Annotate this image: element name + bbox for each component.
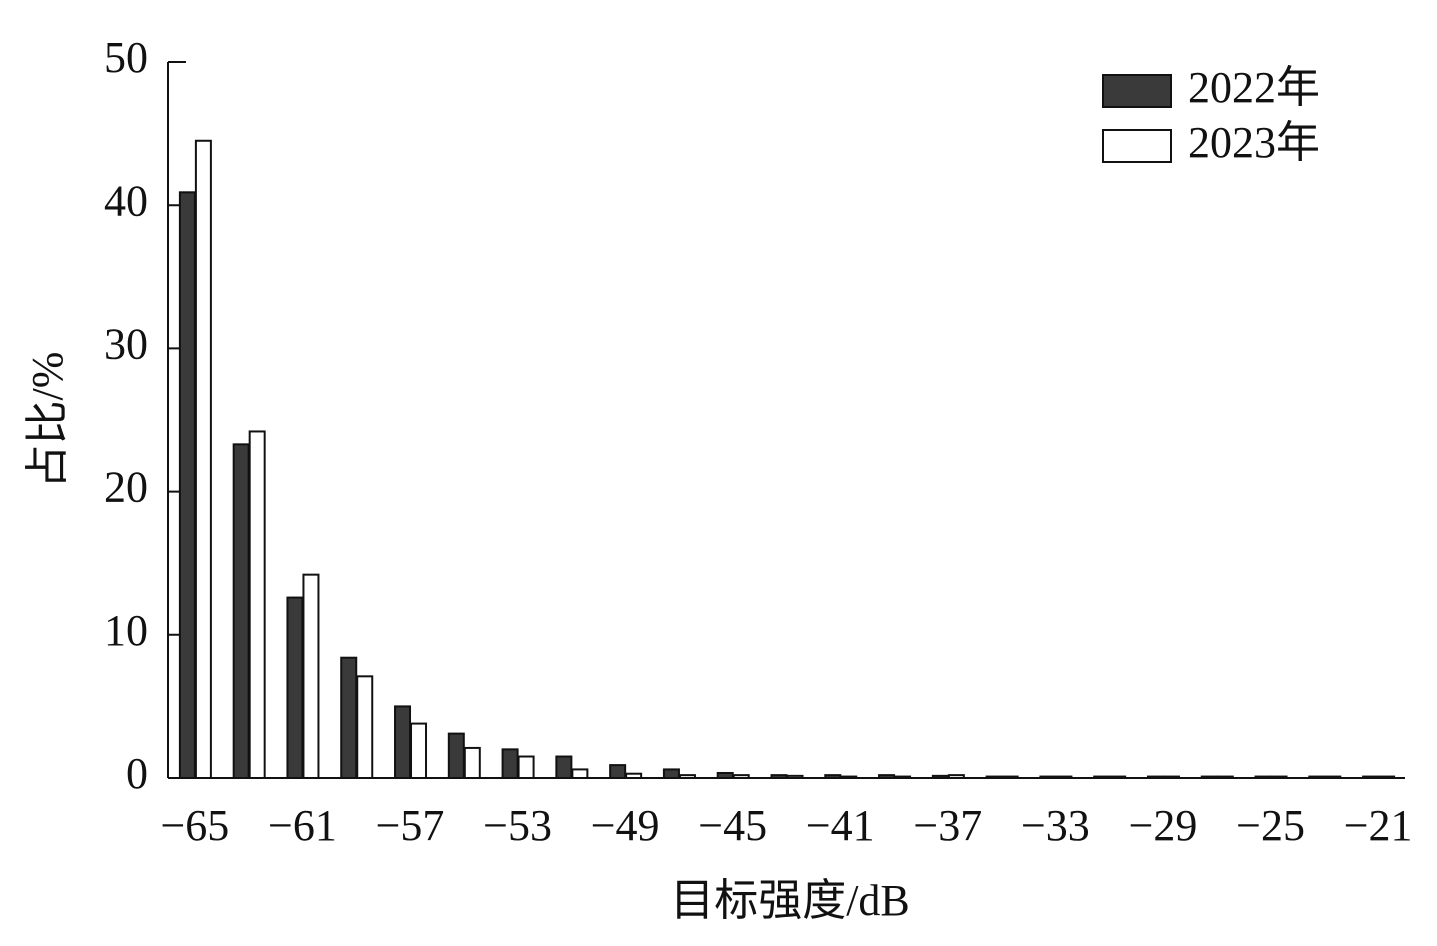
y-tick-label: 10 (104, 606, 148, 655)
bar (1362, 775, 1380, 779)
bar (931, 774, 949, 779)
bar (501, 748, 519, 779)
bar (1270, 775, 1288, 779)
y-tick-label: 40 (104, 176, 148, 225)
bar (662, 768, 680, 780)
bar (1001, 775, 1019, 779)
x-tick-label: −57 (376, 801, 445, 850)
bar (340, 656, 358, 779)
bar (1039, 775, 1057, 779)
bar (1216, 775, 1234, 779)
bar (286, 596, 304, 779)
bar (248, 430, 266, 779)
legend-swatch (1102, 129, 1172, 163)
bar (878, 774, 896, 779)
bar (678, 774, 696, 779)
x-tick-label: −33 (1021, 801, 1090, 850)
bar (824, 774, 842, 779)
bar (947, 774, 965, 779)
x-tick-label: −65 (160, 801, 229, 850)
x-tick-label: −61 (268, 801, 337, 850)
bar (732, 774, 750, 779)
bar (1146, 775, 1164, 779)
x-tick-label: −49 (591, 801, 660, 850)
bar (625, 772, 643, 779)
y-axis-label: 占比/% (23, 352, 72, 489)
bar (770, 774, 788, 779)
bar (1093, 775, 1111, 779)
bar (571, 768, 589, 780)
bar (178, 191, 196, 779)
bar (1324, 775, 1342, 779)
x-axis-label: 目标强度/dB (670, 876, 910, 925)
bar (232, 443, 250, 779)
bar (1378, 775, 1396, 779)
bar (410, 722, 428, 779)
bar (463, 746, 481, 779)
bar (716, 771, 734, 779)
bar (840, 775, 858, 779)
legend-label: 2023年 (1188, 118, 1320, 167)
x-tick-label: −21 (1344, 801, 1413, 850)
bar (1254, 775, 1272, 779)
bar (555, 755, 573, 780)
bar (1200, 775, 1218, 779)
y-tick-label: 20 (104, 463, 148, 512)
legend-swatch (1102, 74, 1172, 108)
bar (447, 732, 465, 779)
y-tick-label: 50 (104, 33, 148, 82)
y-tick-label: 0 (126, 749, 148, 798)
x-tick-label: −45 (698, 801, 767, 850)
bar (394, 705, 412, 780)
bar (1162, 775, 1180, 779)
x-tick-label: −29 (1129, 801, 1198, 850)
legend-label: 2022年 (1188, 63, 1320, 112)
bar (1308, 775, 1326, 779)
x-tick-label: −53 (483, 801, 552, 850)
bar (356, 675, 374, 779)
bar (302, 573, 320, 779)
bar (894, 775, 912, 779)
bar (1055, 775, 1073, 779)
x-tick-label: −37 (913, 801, 982, 850)
bar (609, 764, 627, 779)
y-tick-label: 30 (104, 319, 148, 368)
x-tick-label: −41 (806, 801, 875, 850)
bar (985, 775, 1003, 779)
bar (1109, 775, 1127, 779)
bar (517, 755, 535, 780)
bar (194, 139, 212, 779)
bar (786, 774, 804, 779)
x-tick-label: −25 (1236, 801, 1305, 850)
